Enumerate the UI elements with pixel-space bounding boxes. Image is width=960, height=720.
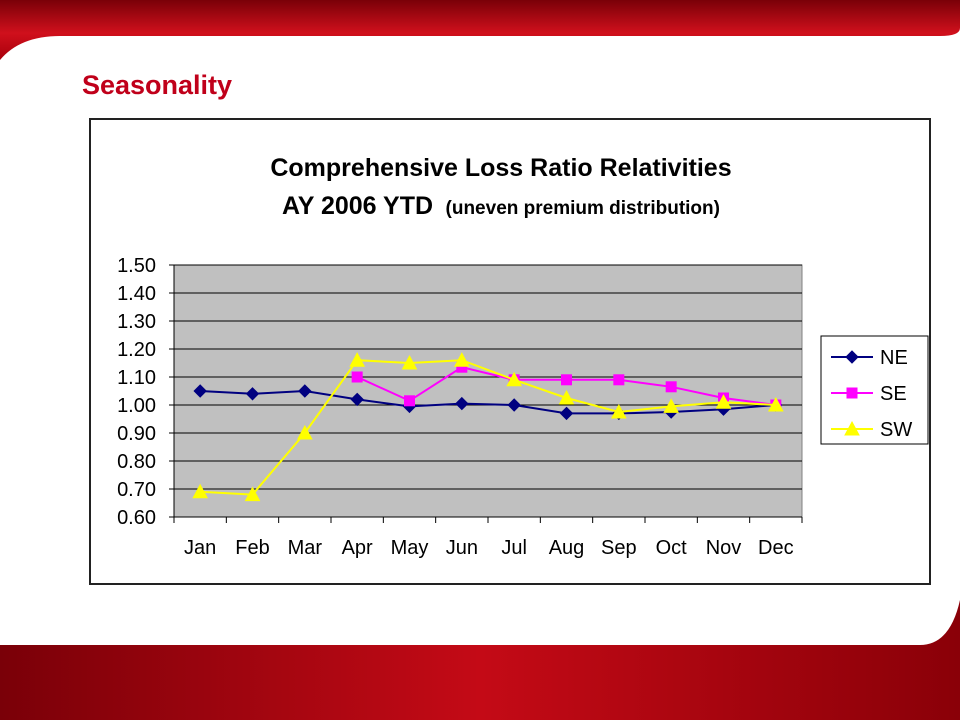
legend-marker [844, 420, 860, 436]
series-layer [192, 352, 784, 502]
y-tick-label: 1.30 [117, 311, 156, 333]
legend-label: SE [880, 383, 907, 405]
header-band [0, 0, 960, 60]
series-line-sw [200, 359, 776, 496]
legend-entry-sw: SW [831, 419, 912, 441]
data-point-sw [244, 486, 261, 502]
data-point-sw [349, 352, 366, 367]
data-point-sw [506, 371, 523, 387]
data-point-ne [455, 396, 469, 411]
x-tick-label: Nov [706, 537, 742, 559]
footer-band [0, 600, 960, 720]
x-tick-label: Feb [235, 537, 269, 559]
data-point-sw [401, 354, 418, 370]
chart-title-line-1: Comprehensive Loss Ratio Relativities [270, 154, 731, 182]
axes [169, 264, 803, 523]
x-tick-label: Jun [446, 537, 478, 559]
chart-title-note: (uneven premium distribution) [446, 198, 720, 219]
data-point-sw [558, 389, 575, 405]
data-point-se [404, 395, 415, 407]
plot-area [173, 264, 803, 518]
y-tick-label: 1.50 [117, 255, 156, 277]
legend-marker [846, 387, 858, 399]
y-axis-tick-labels: 1.50 1.40 1.30 1.20 1.10 1.00 0.90 0.80 0.70 0.60 [117, 255, 156, 529]
series-line-ne [200, 389, 776, 415]
data-point-ne [350, 392, 364, 407]
x-tick-label: Apr [342, 537, 373, 559]
legend-entry-ne: NE [831, 347, 908, 369]
data-point-sw [296, 424, 313, 440]
data-point-se [613, 374, 625, 386]
data-point-sw [715, 394, 732, 409]
data-point-sw [663, 398, 680, 413]
y-tick-label: 0.60 [117, 507, 156, 529]
legend-label: NE [880, 347, 908, 369]
data-point-ne [298, 384, 312, 398]
y-tick-label: 1.20 [117, 339, 156, 361]
legend-box [820, 335, 929, 445]
data-point-se [351, 371, 363, 383]
data-point-sw [767, 396, 784, 412]
data-point-ne [559, 406, 574, 421]
x-tick-label: Aug [549, 537, 585, 559]
legend-label: SW [880, 419, 912, 441]
data-point-se [561, 374, 572, 386]
legend: NE SE SW [820, 335, 929, 445]
x-tick-label: Oct [656, 537, 688, 559]
slide-title: Seasonality [82, 70, 233, 100]
y-tick-label: 0.90 [117, 423, 156, 445]
legend-marker [845, 350, 859, 364]
x-axis-tick-labels: Jan Feb Mar Apr May Jun Jul Aug Sep Oct Nov Dec [184, 537, 794, 559]
data-point-sw [453, 352, 470, 367]
x-tick-label: Jan [184, 537, 216, 559]
data-point-sw [192, 483, 209, 499]
legend-entry-se: SE [831, 383, 907, 405]
x-tick-label: May [391, 537, 429, 559]
y-tick-label: 0.70 [117, 479, 156, 501]
data-point-ne [507, 398, 521, 412]
chart-frame: Comprehensive Loss Ratio Relativities AY… [89, 118, 931, 585]
data-point-ne [193, 384, 207, 398]
line-chart: Comprehensive Loss Ratio Relativities AY… [117, 154, 929, 559]
data-point-sw [610, 403, 627, 419]
y-tick-label: 1.00 [117, 395, 156, 417]
data-point-se [665, 381, 677, 393]
y-tick-label: 0.80 [117, 451, 156, 473]
x-tick-label: Dec [758, 537, 794, 559]
y-tick-label: 1.40 [117, 283, 156, 305]
x-tick-label: Sep [601, 537, 637, 559]
y-tick-label: 1.10 [117, 367, 156, 389]
chart-title-line-2: AY 2006 YTD (uneven premium distribution… [282, 192, 720, 220]
x-tick-label: Mar [288, 537, 323, 559]
chart-title-main: AY 2006 YTD [282, 192, 433, 220]
data-point-ne [245, 387, 260, 401]
x-tick-label: Jul [501, 537, 527, 559]
series-sw [192, 352, 784, 502]
